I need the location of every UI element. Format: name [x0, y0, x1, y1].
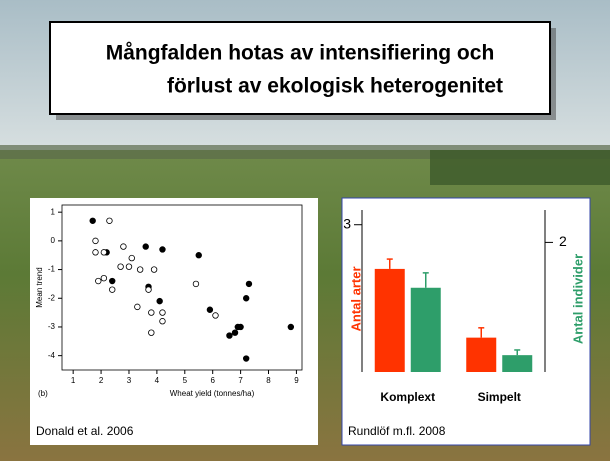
x-tick-label: 2 — [99, 376, 104, 385]
bar — [410, 287, 441, 372]
point — [89, 217, 96, 224]
axis-series-label: Antal arter — [348, 266, 363, 331]
point — [159, 318, 166, 325]
point — [117, 263, 124, 270]
x-tick-label: 6 — [210, 376, 215, 385]
point — [212, 312, 219, 319]
title-line: Mångfalden hotas av intensifiering och — [106, 42, 495, 65]
point — [92, 237, 99, 245]
title-line: förlust av ekologisk heterogenitet — [167, 75, 503, 98]
y-tick-label: -2 — [48, 293, 56, 302]
point — [159, 309, 166, 316]
point — [231, 329, 239, 336]
y-tick-label: 0 — [51, 236, 56, 245]
y-tick-label: -3 — [48, 322, 56, 331]
x-tick-label: 4 — [155, 376, 160, 385]
point — [125, 263, 133, 270]
x-tick-label: Komplext — [380, 390, 435, 404]
bar — [374, 268, 405, 372]
y-tick-label: 1 — [51, 207, 56, 216]
point — [109, 286, 116, 293]
x-tick-label: 3 — [127, 376, 132, 385]
x-tick-label: 7 — [238, 376, 243, 385]
y-axis-label: Mean trend — [35, 267, 44, 307]
y2-tick-label: 2 — [559, 233, 567, 249]
point — [245, 280, 253, 288]
plot-frame — [61, 204, 303, 371]
y-tick-label: 3 — [343, 215, 351, 231]
point — [226, 332, 233, 339]
caption: Donald et al. 2006 — [36, 424, 134, 438]
panel-label: (b) — [38, 389, 48, 398]
point — [100, 274, 108, 282]
point — [237, 323, 244, 331]
point — [145, 286, 152, 293]
point — [287, 323, 295, 331]
point — [134, 303, 141, 311]
point — [148, 329, 155, 336]
bar — [466, 337, 497, 372]
caption: Rundlöf m.fl. 2008 — [348, 424, 446, 438]
trees — [430, 150, 610, 185]
point — [106, 217, 113, 224]
x-tick-label: 9 — [294, 376, 299, 385]
title-box — [49, 21, 551, 115]
point — [192, 280, 200, 288]
point — [142, 243, 149, 250]
point — [148, 309, 155, 316]
x-tick-label: 8 — [266, 376, 271, 385]
x-tick-label: 5 — [183, 376, 188, 385]
point — [120, 243, 127, 250]
point — [128, 254, 135, 262]
panel — [30, 198, 318, 445]
x-tick-label: 1 — [71, 376, 76, 385]
y-tick-label: -4 — [48, 351, 56, 360]
x-tick-label: Simpelt — [478, 390, 521, 404]
point — [109, 277, 116, 285]
point — [100, 249, 108, 256]
point — [150, 266, 158, 273]
bar — [502, 355, 533, 372]
x-axis-label: Wheat yield (tonnes/ha) — [170, 389, 255, 398]
point — [156, 297, 163, 305]
point — [92, 249, 99, 256]
point — [206, 306, 214, 313]
point — [195, 252, 202, 259]
bar-chart: 3 2 Komplext Simpelt Antal arter Antal indivi… — [343, 210, 585, 438]
point — [159, 246, 166, 253]
point — [136, 266, 144, 273]
point — [242, 295, 250, 302]
y-tick-label: -1 — [48, 265, 56, 274]
axis-series-label: Antal individer — [570, 254, 585, 344]
point — [95, 277, 102, 285]
point — [242, 355, 250, 362]
